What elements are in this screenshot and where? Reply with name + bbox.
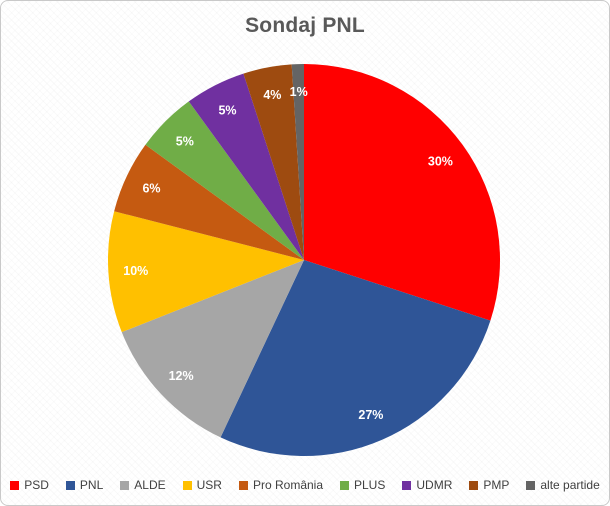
legend-label: PSD — [24, 478, 49, 492]
pie-slice-alte-partide — [291, 64, 304, 260]
legend-label: PLUS — [354, 478, 386, 492]
legend-item-udmr: UDMR — [402, 478, 452, 492]
data-label-udmr: 5% — [218, 103, 236, 117]
pie-slice-pmp — [243, 64, 304, 260]
legend-label: alte partide — [540, 478, 600, 492]
pie-slice-alde — [121, 260, 304, 438]
legend-label: ALDE — [134, 478, 166, 492]
data-label-pnl: 27% — [358, 408, 383, 422]
legend-swatch — [402, 480, 412, 490]
pie-slice-plus — [145, 101, 304, 261]
legend-label: PMP — [483, 478, 510, 492]
pie-slice-udmr — [188, 73, 304, 260]
legend-swatch — [120, 480, 130, 490]
legend-swatch — [65, 480, 75, 490]
data-label-pro-românia: 6% — [142, 182, 160, 196]
data-label-alte-partide: 1% — [290, 85, 308, 99]
legend-swatch — [10, 480, 20, 490]
pie-slice-pro-românia — [114, 144, 304, 260]
data-label-pmp: 4% — [263, 88, 281, 102]
legend-item-pmp: PMP — [469, 478, 509, 492]
legend-item-alte-partide: alte partide — [526, 478, 600, 492]
legend-swatch — [182, 480, 192, 490]
pie-slice-psd — [304, 64, 501, 321]
legend-swatch — [238, 480, 248, 490]
legend-swatch — [340, 480, 349, 490]
legend-label: Pro România — [252, 478, 323, 492]
legend-swatch — [469, 480, 479, 490]
legend-item-alde: ALDE — [120, 478, 166, 492]
pie-slice-pnl — [220, 260, 491, 457]
legend-item-pro-românia: Pro România — [238, 478, 323, 492]
pie-slice-usr — [108, 211, 305, 333]
legend-label: UDMR — [416, 478, 453, 492]
chart-title: Sondaj PNL — [245, 14, 365, 37]
legend-label: USR — [196, 478, 222, 492]
legend-label: PNL — [79, 478, 104, 492]
data-label-plus: 5% — [176, 134, 194, 148]
legend-item-usr: USR — [182, 478, 222, 492]
data-label-usr: 10% — [123, 264, 148, 278]
data-label-psd: 30% — [428, 154, 453, 168]
legend-item-pnl: PNL — [65, 478, 104, 492]
data-label-alde: 12% — [169, 369, 194, 383]
legend-item-plus: PLUS — [340, 478, 385, 492]
legend-swatch — [526, 480, 536, 490]
chart-legend: PSD PNL ALDE USR Pro România PLUS UDMR PMP alte … — [1, 478, 609, 492]
legend-item-psd: PSD — [10, 478, 49, 492]
